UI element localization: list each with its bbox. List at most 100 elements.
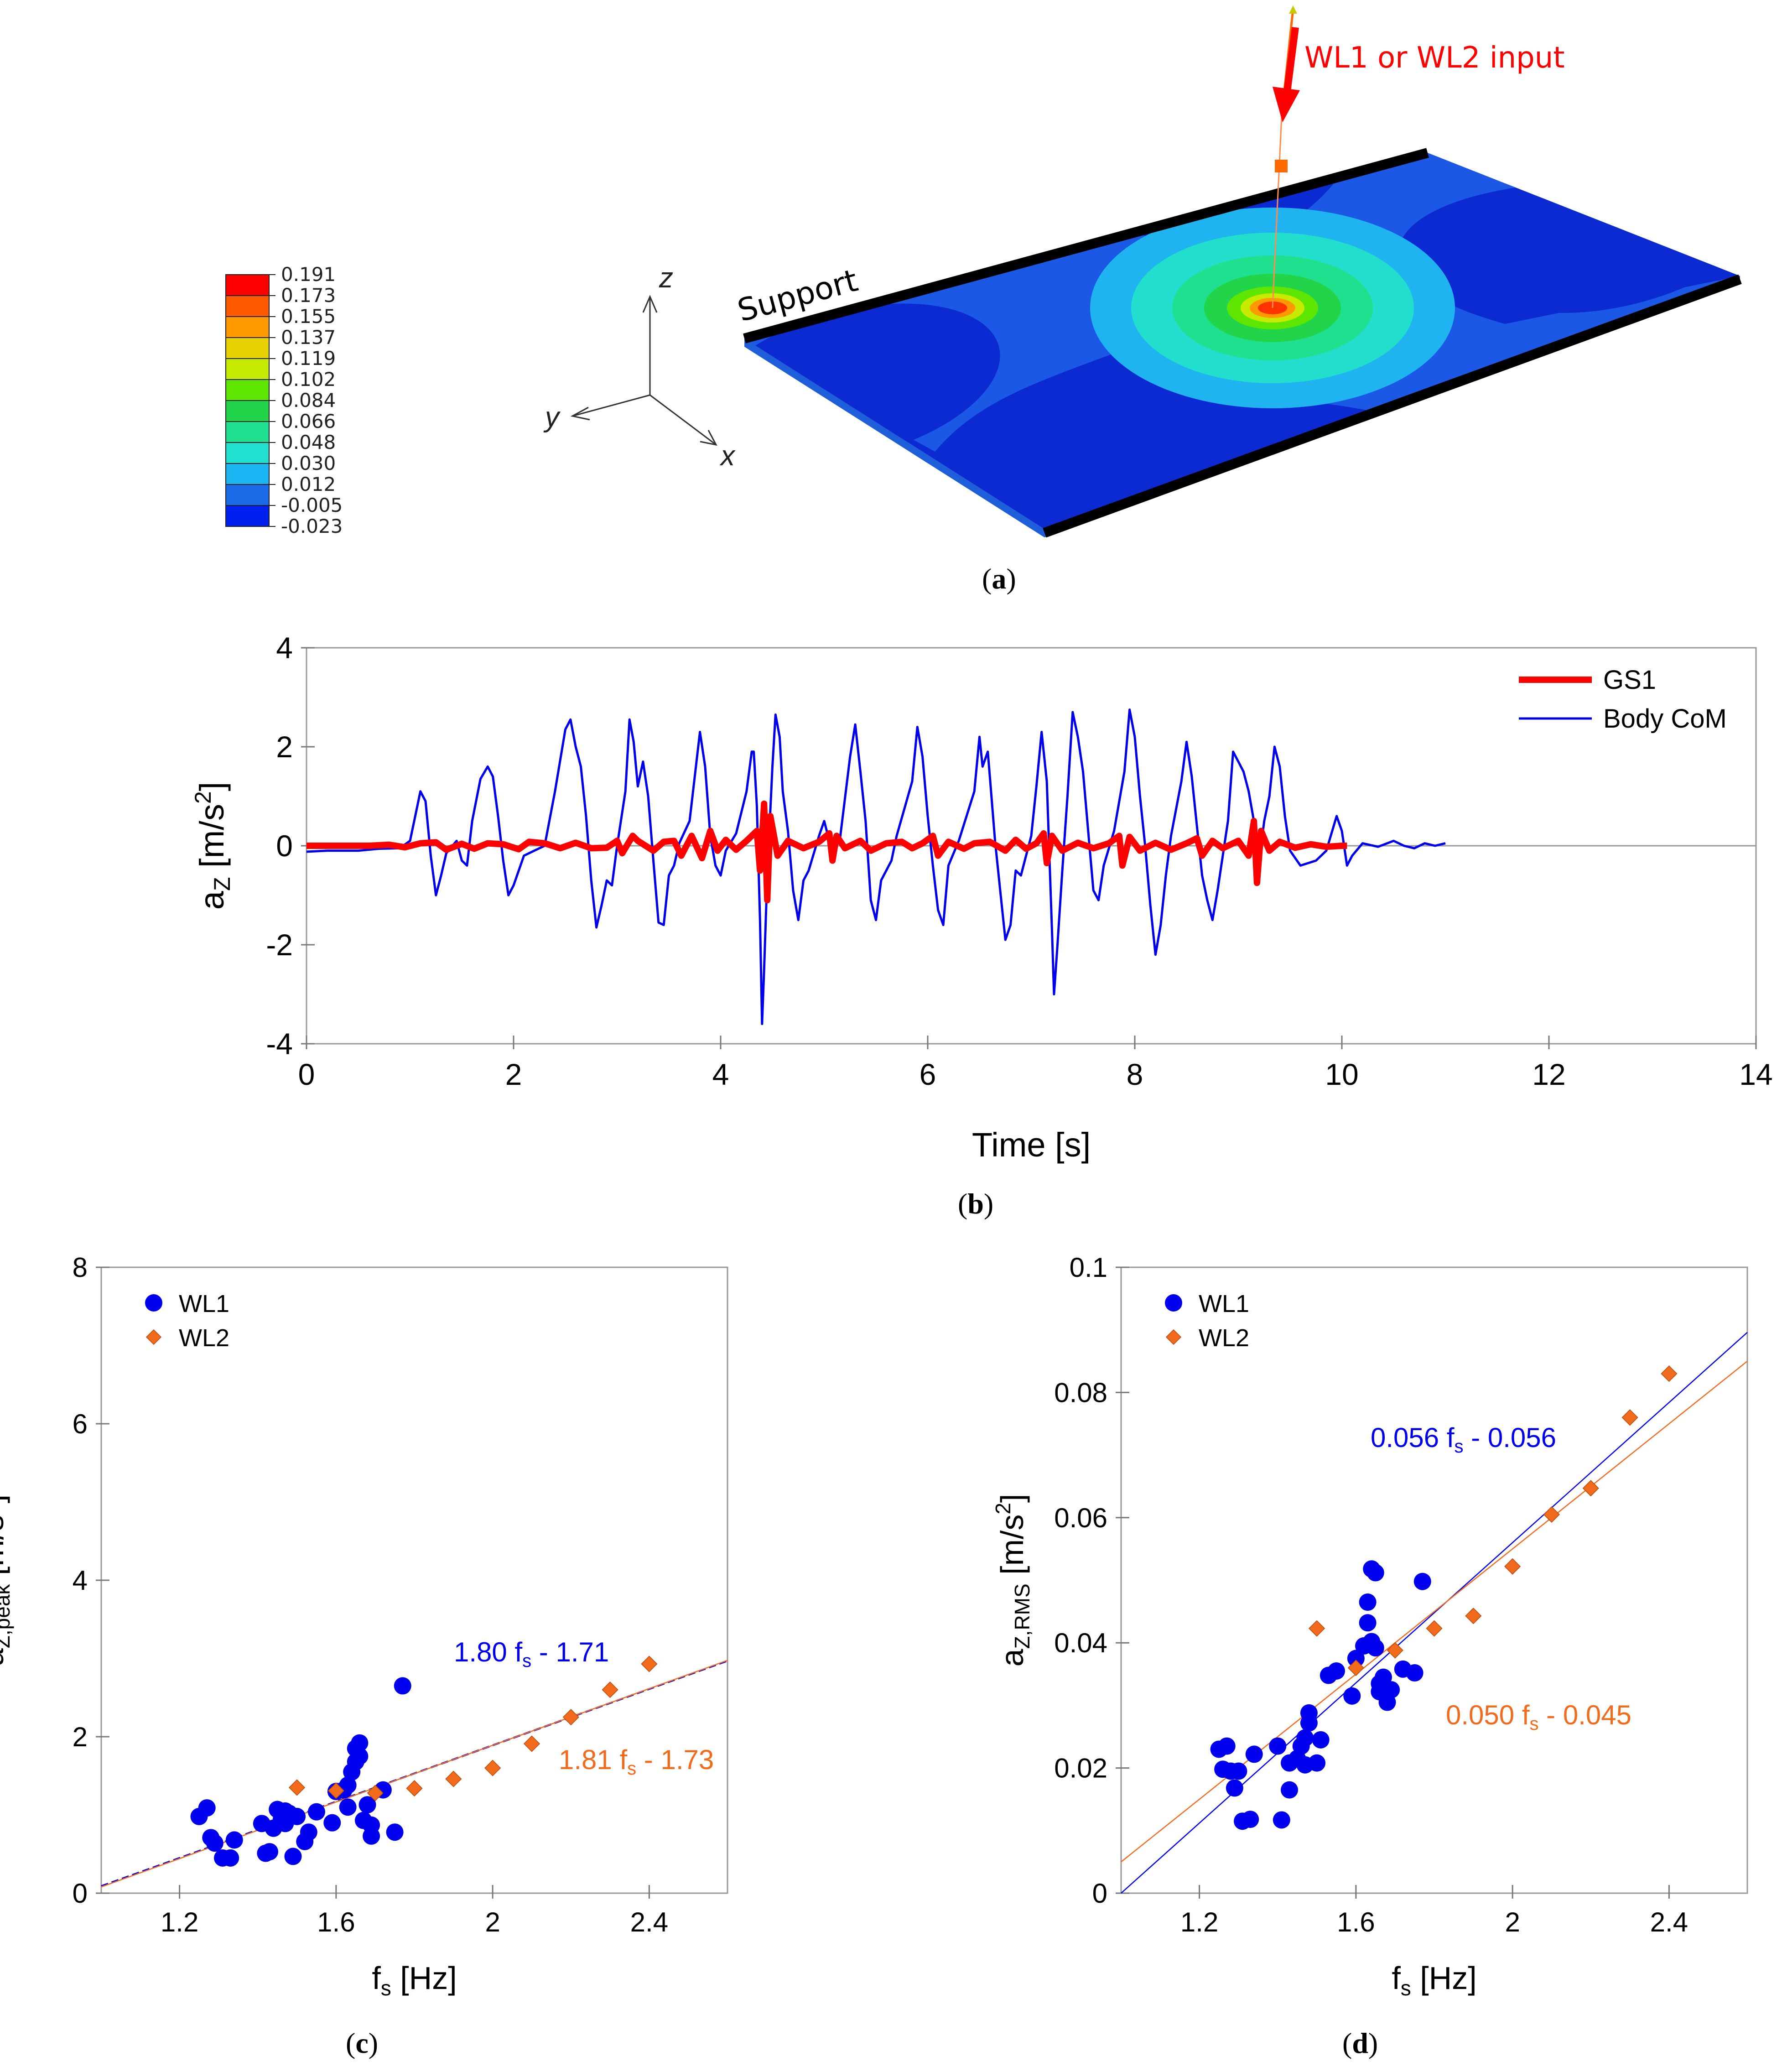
panel-d-fit-lines — [1121, 1332, 1748, 1894]
point-wl1 — [288, 1807, 306, 1825]
d-eq-wl2-tail: - 0.045 — [1539, 1700, 1631, 1730]
colorbar-swatch — [225, 316, 270, 338]
colorbar-tick-label: 0.191 — [281, 263, 336, 286]
c-eq-wl2-main: 1.81 f — [559, 1744, 627, 1775]
legend-label-body-com: Body CoM — [1603, 704, 1727, 734]
c-ytick-label: 4 — [73, 1565, 88, 1596]
d-ylabel-main: a — [994, 1649, 1030, 1666]
colorbar-tick-label: 0.066 — [281, 410, 336, 432]
d-ytick-label: 0 — [1092, 1878, 1107, 1909]
y-arrowhead — [570, 406, 590, 421]
point-wl1 — [1406, 1664, 1424, 1682]
point-wl2 — [1543, 1506, 1560, 1523]
legend-label-gs1: GS1 — [1603, 665, 1656, 695]
legend-label-wl1: WL1 — [179, 1290, 229, 1317]
c-eq-wl1-main: 1.80 f — [454, 1637, 522, 1667]
legend-marker-wl1 — [145, 1294, 162, 1312]
c-eq-wl2-sub: s — [627, 1759, 636, 1779]
panel-d-y-axis-label: aZ,RMS [m/s2] — [991, 1494, 1034, 1667]
z-arrowhead — [642, 295, 658, 313]
point-wl1 — [1347, 1650, 1365, 1667]
input-arrowhead — [1273, 87, 1300, 122]
d-xlabel-sub: s — [1401, 1976, 1411, 2000]
panel-d-caption: (d) — [1342, 2027, 1378, 2059]
colorbar-tick-label: 0.102 — [281, 368, 336, 390]
point-wl1 — [222, 1849, 239, 1867]
d-xtick-label: 2 — [1505, 1907, 1520, 1937]
colorbar-swatch — [225, 421, 270, 443]
d-ylabel-sup: 2 — [991, 1503, 1015, 1515]
series-line-gs1 — [307, 800, 1347, 904]
point-wl1 — [1218, 1737, 1236, 1755]
d-ytick-label: 0.04 — [1054, 1628, 1107, 1658]
point-wl1 — [225, 1831, 243, 1849]
input-label: WL1 or WL2 input — [1304, 41, 1564, 75]
b-xtick-label: 4 — [712, 1057, 729, 1091]
fit-line-wl1 — [1121, 1332, 1748, 1894]
point-wl1 — [300, 1823, 317, 1841]
point-wl1 — [323, 1814, 341, 1832]
b-ytick-label: 4 — [276, 631, 293, 665]
point-wl1 — [1359, 1593, 1377, 1611]
panel-d-plot-frame — [1120, 1266, 1748, 1894]
d-ylabel-end: ] — [994, 1494, 1030, 1503]
colorbar-swatch — [225, 400, 270, 422]
point-wl1 — [1226, 1779, 1243, 1797]
d-xtick-label: 1.2 — [1180, 1907, 1218, 1937]
c-ytick-label: 0 — [73, 1878, 88, 1909]
legend-marker-wl2 — [145, 1329, 162, 1345]
y-axis-label: y — [543, 401, 561, 433]
d-ytick-label: 0.08 — [1054, 1377, 1107, 1408]
legend-label-wl2: WL2 — [179, 1324, 229, 1352]
colorbar-swatch — [225, 463, 270, 485]
point-wl1 — [1296, 1729, 1314, 1747]
point-wl1 — [1308, 1754, 1326, 1772]
c-ylabel-main: a — [0, 1648, 10, 1666]
point-wl1 — [284, 1848, 302, 1865]
point-wl1 — [1312, 1731, 1330, 1749]
legend-marker-wl2 — [1165, 1329, 1182, 1345]
d-ytick-label: 0.1 — [1070, 1252, 1107, 1283]
colorbar-swatch — [225, 484, 270, 506]
b-ylabel-end: ] — [193, 782, 231, 791]
point-wl1 — [1300, 1704, 1318, 1722]
panel-d-eq-wl1: 0.056 fs - 0.056 — [1371, 1422, 1556, 1457]
panel-c-caption: (c) — [346, 2027, 378, 2059]
panel-c-x-axis-label: fs [Hz] — [372, 1960, 457, 2000]
panel-c-series — [190, 1656, 658, 1867]
point-wl2 — [1582, 1480, 1599, 1497]
panel-b-chart: -4 -2 0 2 4 0 2 4 6 8 10 12 14 GS1 Body CoM Time [s]… — [190, 631, 1773, 1220]
panel-b-caption: (b) — [958, 1187, 993, 1220]
panel-c-x-ticks: 1.2 1.6 2 2.4 — [161, 1885, 668, 1937]
d-ytick-label: 0.02 — [1054, 1753, 1107, 1784]
panel-b-y-axis-label: aZ [m/s2] — [190, 782, 235, 910]
c-xtick-label: 2 — [485, 1907, 500, 1937]
input-arrow-shaft — [1283, 26, 1299, 92]
point-wl1 — [1374, 1668, 1392, 1686]
c-ytick-label: 2 — [73, 1722, 88, 1752]
panel-b-letter: b — [967, 1187, 984, 1220]
d-xtick-label: 1.6 — [1337, 1907, 1375, 1937]
d-eq-wl1-tail: - 0.056 — [1464, 1422, 1556, 1453]
c-eq-wl1-tail: - 1.71 — [531, 1637, 609, 1667]
point-wl1 — [1359, 1614, 1377, 1632]
point-wl2 — [523, 1735, 540, 1752]
panel-c-y-axis-label: aZ,peak [m/s2] — [0, 1494, 14, 1666]
panel-c-eq-wl1: 1.80 fs - 1.71 — [454, 1637, 609, 1671]
b-xtick-label: 14 — [1739, 1057, 1772, 1091]
c-ylabel-sub: Z,peak — [0, 1584, 14, 1649]
panel-c-fit-lines — [101, 1660, 728, 1888]
b-xtick-label: 10 — [1325, 1057, 1358, 1091]
floor-plate — [743, 148, 1742, 538]
point-wl2 — [1661, 1365, 1678, 1382]
spring-line — [1272, 116, 1283, 308]
b-ylabel-main: a — [193, 890, 231, 910]
panel-c-letter: c — [355, 2027, 368, 2059]
point-wl2 — [1309, 1620, 1325, 1637]
x-axis-label: x — [719, 440, 736, 472]
panel-d-x-ticks: 1.2 1.6 2 2.4 — [1180, 1885, 1688, 1937]
colorbar-tick-label: -0.005 — [281, 494, 343, 516]
x-axis-arrow — [649, 394, 717, 446]
point-wl2 — [327, 1782, 344, 1799]
d-eq-wl1-main: 0.056 f — [1371, 1422, 1455, 1453]
